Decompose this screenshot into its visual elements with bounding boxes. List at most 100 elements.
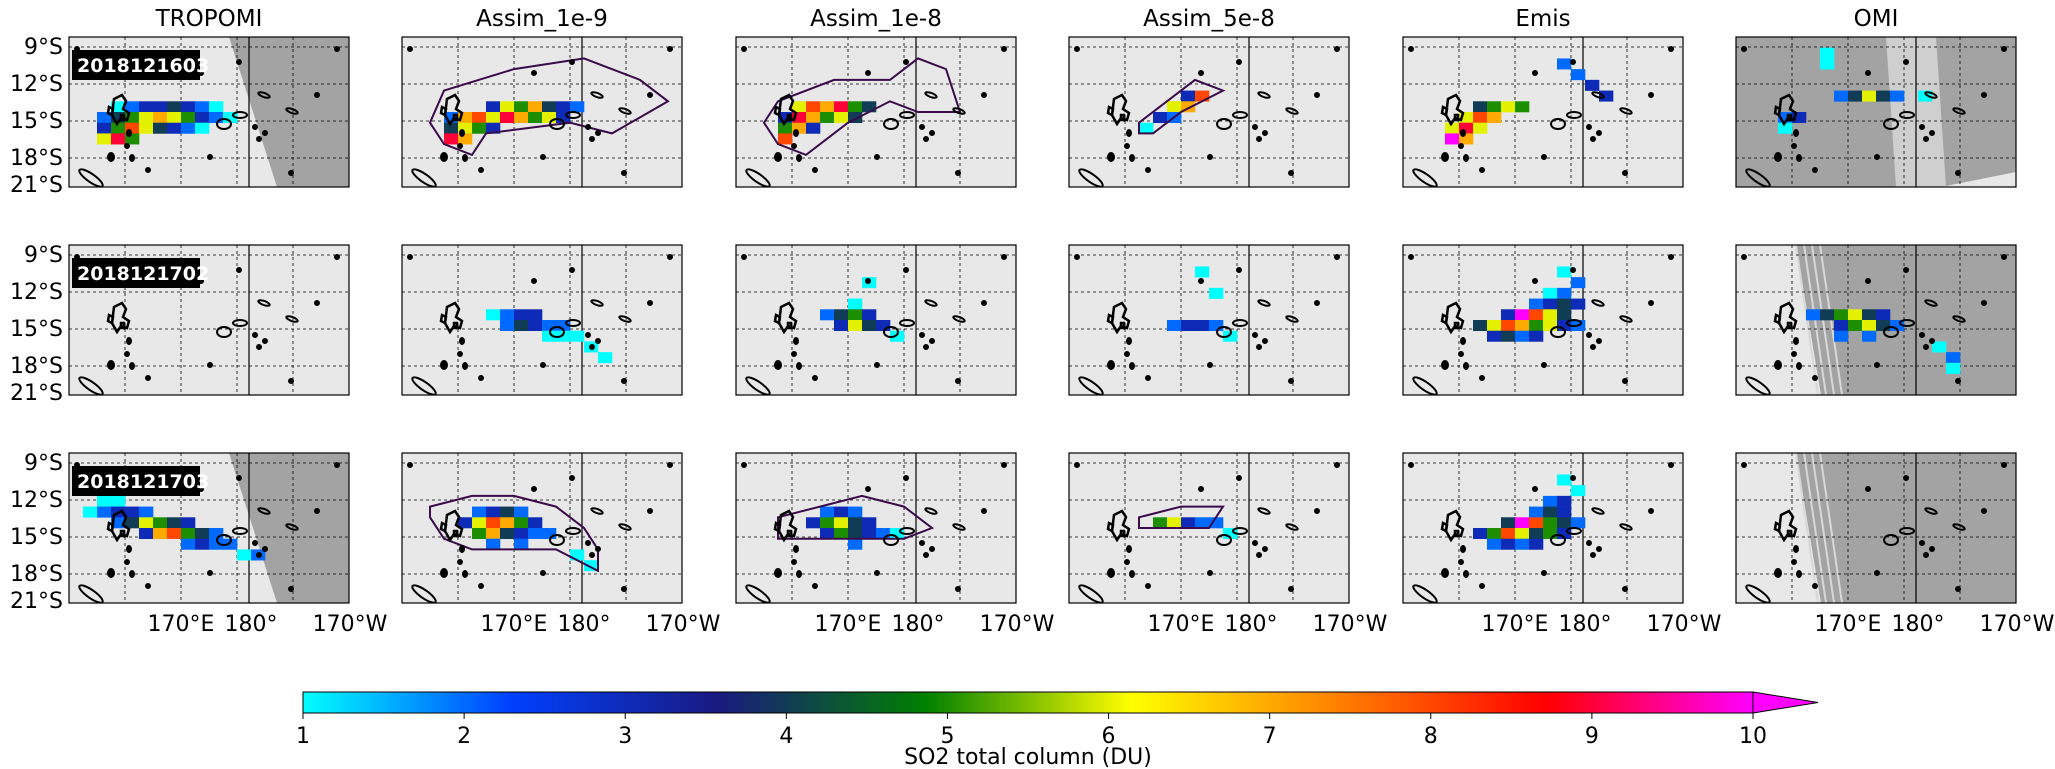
island-outline [119, 321, 126, 330]
island-outline [1955, 378, 1961, 384]
colorbar-tick-label: 9 [1585, 724, 1599, 749]
so2-cell [1529, 506, 1544, 518]
island-outline [1865, 278, 1871, 284]
island-outline [903, 475, 909, 481]
so2-cell [1529, 330, 1544, 342]
island-outline [1668, 46, 1674, 52]
island-outline [1903, 267, 1909, 273]
so2-cell [195, 538, 210, 550]
island-outline [1126, 129, 1132, 137]
island-outline [1952, 315, 1966, 323]
so2-cell [778, 122, 793, 134]
lon-tick-label: 180° [892, 612, 945, 637]
panel-content [69, 37, 349, 187]
lat-tick-label: 21°S [10, 381, 63, 406]
island-outline [1126, 337, 1132, 345]
island-outline [1590, 552, 1596, 558]
island-outline [1145, 583, 1151, 589]
island-outline [1106, 105, 1115, 117]
island-outline [256, 552, 262, 558]
so2-cell [209, 538, 224, 550]
so2-cell [1862, 90, 1877, 102]
island-outline [1074, 46, 1080, 52]
island-outline [923, 136, 929, 142]
column-title: TROPOMI [155, 6, 263, 32]
so2-cell [209, 101, 224, 113]
island-outline [1929, 338, 1935, 344]
island-outline [1408, 254, 1414, 260]
island-outline [777, 93, 798, 127]
island-outline [865, 278, 871, 284]
island-outline [1777, 93, 1798, 127]
panel-frame [68, 244, 350, 396]
island-outline [411, 168, 437, 187]
panel-frame [735, 36, 1017, 188]
so2-cell [1543, 320, 1558, 332]
so2-cell [1834, 90, 1849, 102]
island-outline [773, 105, 782, 117]
so2-cell [1848, 309, 1863, 321]
so2-cell [1585, 79, 1600, 91]
island-outline [590, 299, 604, 307]
so2-cell [542, 320, 557, 332]
so2-cell [514, 320, 529, 332]
island-outline [1252, 540, 1258, 546]
island-outline [1198, 70, 1204, 76]
island-outline [774, 568, 782, 578]
map-panels: 20181216039°S12°S15°S18°S21°S20181217029… [10, 35, 2055, 637]
island-outline [1124, 351, 1130, 357]
so2-cell [1195, 320, 1210, 332]
so2-cell [1181, 320, 1196, 332]
island-outline [981, 300, 987, 306]
so2-cell [542, 101, 557, 113]
panel-content [69, 453, 349, 603]
island-outline [1899, 527, 1915, 535]
island-outline [1078, 168, 1104, 187]
so2-cell [1557, 506, 1572, 518]
island-outline [1590, 344, 1596, 350]
so2-cell [1515, 101, 1530, 113]
so2-cell [167, 112, 182, 124]
so2-cell [195, 528, 210, 540]
island-outline [1453, 113, 1460, 122]
so2-cell [1571, 298, 1586, 310]
island-outline [569, 475, 575, 481]
so2-cell [167, 122, 182, 134]
island-outline [745, 168, 771, 187]
so2-cell [514, 309, 529, 321]
island-outline [334, 462, 340, 468]
island-outline [796, 154, 802, 162]
island-outline [919, 332, 925, 338]
island-outline [565, 319, 581, 327]
so2-cell [1529, 298, 1544, 310]
map-panel [1402, 244, 1684, 396]
island-outline [452, 321, 459, 330]
date-badge [72, 258, 200, 288]
island-outline [590, 91, 604, 99]
island-outline [1001, 254, 1007, 260]
island-outline [1796, 154, 1802, 162]
so2-cell [500, 112, 515, 124]
so2-cell [1571, 517, 1586, 529]
so2-cell [1543, 528, 1558, 540]
so2-cell [542, 112, 557, 124]
island-outline [124, 559, 130, 565]
lat-tick-label: 9°S [24, 451, 63, 476]
so2-cell [1153, 517, 1168, 529]
so2-cell [486, 538, 501, 550]
island-outline [1591, 507, 1605, 515]
swath-stripe [1795, 453, 1819, 603]
island-outline [919, 124, 925, 130]
so2-cell [1571, 69, 1586, 81]
island-outline [1145, 375, 1151, 381]
island-outline [124, 351, 130, 357]
island-outline [1119, 321, 1126, 330]
map-background [1403, 37, 1683, 187]
so2-cell [1487, 538, 1502, 550]
so2-cell [486, 506, 501, 518]
so2-cell [139, 122, 154, 134]
so2-cell [1445, 122, 1460, 134]
date-badge [72, 466, 200, 496]
island-outline [119, 113, 126, 122]
so2-cell [458, 122, 473, 134]
